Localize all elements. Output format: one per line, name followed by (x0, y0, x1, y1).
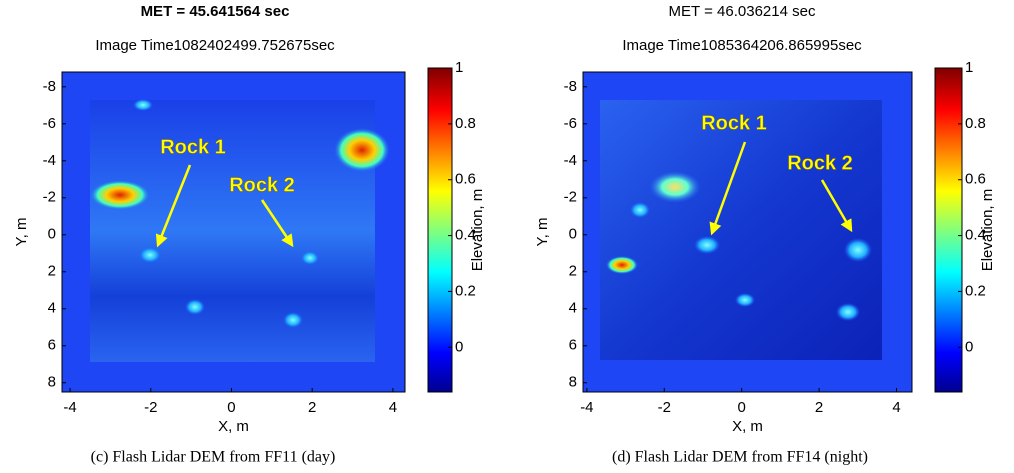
y-tick-label: -8 (43, 78, 56, 95)
x-tick-label: 2 (815, 399, 823, 416)
plot-frame (61, 71, 406, 393)
elevation-blob (694, 236, 720, 254)
y-tick-label: -4 (43, 152, 56, 169)
elevation-blob (649, 171, 701, 203)
elevation-blob (283, 312, 303, 328)
chart-title: MET = 46.036214 sec (669, 3, 816, 20)
y-tick-label: -8 (564, 78, 577, 95)
y-tick-label: -6 (564, 115, 577, 132)
y-tick-label: 0 (48, 226, 56, 243)
annotation-arrow (260, 199, 294, 248)
y-axis-label: Y, m (534, 218, 551, 247)
colorbar-tick-label: 0.2 (965, 282, 986, 299)
elevation-blob (630, 202, 650, 218)
colorbar-tick-label: 0.8 (965, 115, 986, 132)
x-tick-label: 2 (308, 399, 316, 416)
x-tick-label: 4 (892, 399, 900, 416)
colorbar (934, 67, 963, 393)
x-tick-label: -2 (144, 399, 157, 416)
colorbar-tick-label: 0.4 (455, 227, 476, 244)
x-axis-label: X, m (732, 418, 763, 435)
elevation-blob (606, 256, 638, 274)
elevation-blob (844, 238, 872, 262)
annotation: Rock 1 (701, 112, 767, 134)
x-tick-label: 0 (227, 399, 235, 416)
annotation: Rock 2 (229, 174, 295, 196)
x-tick-label: 4 (389, 399, 397, 416)
y-tick-label: 8 (569, 374, 577, 391)
annotation-arrow (820, 179, 853, 233)
colorbar-tick-label: 1 (965, 59, 973, 76)
plot-frame (582, 71, 913, 393)
y-axis-label: Y, m (13, 218, 30, 247)
y-tick-label: 8 (48, 374, 56, 391)
chart-subtitle: Image Time1082402499.752675sec (95, 37, 335, 54)
y-tick-label: -6 (43, 115, 56, 132)
elevation-blob (301, 251, 319, 265)
x-tick-label: -2 (658, 399, 671, 416)
elevation-blob (735, 293, 755, 307)
x-tick-label: 0 (738, 399, 746, 416)
caption: (d) Flash Lidar DEM from FF14 (night) (612, 449, 868, 466)
elevation-blob (185, 299, 205, 315)
y-tick-label: 6 (569, 337, 577, 354)
colorbar-tick-label: 0.2 (455, 282, 476, 299)
y-tick-label: -2 (564, 189, 577, 206)
colorbar-label: Elevation, m (469, 189, 486, 272)
elevation-blob (139, 247, 161, 263)
caption: (c) Flash Lidar DEM from FF11 (day) (91, 449, 336, 466)
elevation-blob (90, 180, 150, 210)
elevation-blob (836, 303, 860, 321)
annotation: Rock 2 (787, 152, 853, 174)
x-tick-label: -4 (580, 399, 593, 416)
chart-subtitle: Image Time1085364206.865995sec (622, 37, 862, 54)
colorbar-tick-label: 0.4 (965, 227, 986, 244)
y-tick-label: 2 (569, 263, 577, 280)
y-tick-label: 6 (48, 337, 56, 354)
colorbar-label: Elevation, m (979, 189, 996, 272)
annotation: Rock 1 (160, 136, 226, 158)
colorbar-tick-label: 0 (965, 338, 973, 355)
colorbar (427, 67, 453, 393)
heatmap-field (600, 100, 882, 360)
annotation-arrow (709, 141, 747, 236)
colorbar-tick-label: 0 (455, 338, 463, 355)
annotation-arrow (155, 164, 192, 248)
y-tick-label: 2 (48, 263, 56, 280)
colorbar-tick-label: 0.6 (965, 171, 986, 188)
colorbar-tick-label: 0.8 (455, 115, 476, 132)
x-tick-label: -4 (63, 399, 76, 416)
x-axis-label: X, m (218, 418, 249, 435)
y-tick-label: -2 (43, 189, 56, 206)
colorbar-tick-label: 1 (455, 59, 463, 76)
y-tick-label: 4 (569, 300, 577, 317)
elevation-blob (334, 128, 390, 172)
y-tick-label: -4 (564, 152, 577, 169)
elevation-blob (133, 99, 153, 111)
y-tick-label: 4 (48, 300, 56, 317)
chart-title: MET = 45.641564 sec (141, 3, 290, 20)
colorbar-tick-label: 0.6 (455, 171, 476, 188)
heatmap-field (90, 100, 375, 362)
y-tick-label: 0 (569, 226, 577, 243)
